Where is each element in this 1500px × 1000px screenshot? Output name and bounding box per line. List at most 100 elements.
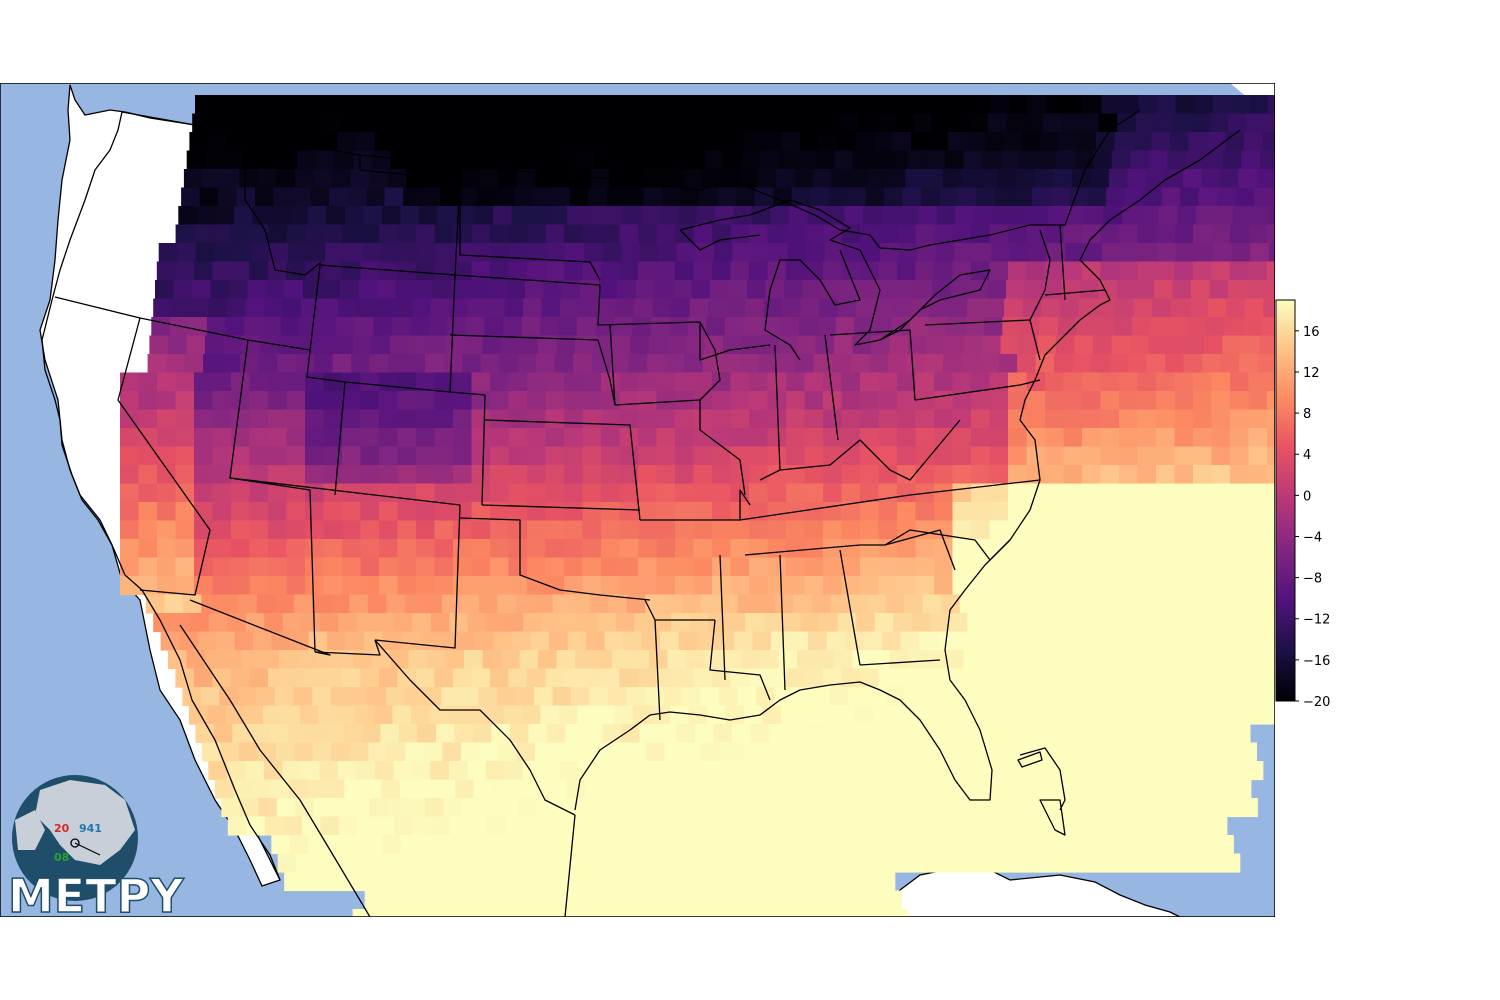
colorbar-gradient <box>1276 300 1295 701</box>
grid-cell <box>138 520 158 540</box>
grid-cell <box>690 816 710 836</box>
grid-cell <box>612 335 632 355</box>
grid-cell <box>263 132 283 152</box>
grid-cell <box>545 391 565 411</box>
grid-cell <box>691 872 711 892</box>
grid-cell <box>638 372 658 392</box>
grid-cell <box>765 113 785 133</box>
grid-cell <box>305 372 325 392</box>
grid-cell <box>1187 317 1207 337</box>
grid-cell <box>500 335 520 355</box>
grid-cell <box>553 169 573 189</box>
grid-cell <box>600 261 620 281</box>
grid-cell <box>238 742 258 762</box>
grid-cell <box>786 391 806 411</box>
grid-cell <box>519 335 539 355</box>
grid-cell <box>1126 742 1146 762</box>
grid-cell <box>508 224 528 244</box>
grid-cell <box>249 446 269 466</box>
grid-cell <box>411 132 431 152</box>
grid-cell <box>963 650 983 670</box>
grid-cell <box>608 742 628 762</box>
grid-cell <box>149 335 169 355</box>
grid-cell <box>1154 113 1174 133</box>
grid-cell <box>157 576 177 596</box>
grid-cell <box>582 520 602 540</box>
grid-cell <box>636 280 656 300</box>
colorbar-tick-label: −4 <box>1303 530 1322 545</box>
grid-cell <box>545 557 565 577</box>
grid-cell <box>884 187 904 207</box>
grid-cell <box>707 132 727 152</box>
grid-cell <box>1008 539 1028 559</box>
grid-cell <box>989 576 1009 596</box>
grid-cell <box>878 557 898 577</box>
map-panel <box>0 83 1275 917</box>
grid-cell <box>316 150 336 170</box>
grid-cell <box>874 132 894 152</box>
grid-cell <box>546 95 566 115</box>
grid-cell <box>1248 391 1268 411</box>
grid-cell <box>444 853 464 873</box>
grid-cell <box>651 705 671 725</box>
grid-cell <box>695 243 715 263</box>
grid-cell <box>1100 668 1120 688</box>
grid-cell <box>233 206 253 226</box>
grid-cell <box>638 428 658 448</box>
grid-cell <box>556 650 576 670</box>
grid-cell <box>543 280 563 300</box>
grid-cell <box>508 502 528 522</box>
grid-cell <box>952 446 972 466</box>
grid-cell <box>1238 798 1258 818</box>
grid-cell <box>1067 631 1087 651</box>
grid-cell <box>472 724 492 744</box>
grid-cell <box>268 557 288 577</box>
grid-cell <box>659 835 679 855</box>
grid-cell <box>1189 816 1209 836</box>
grid-cell <box>1082 446 1102 466</box>
grid-cell <box>1093 650 1113 670</box>
grid-cell <box>971 372 991 392</box>
grid-cell <box>1072 798 1092 818</box>
grid-cell <box>463 909 483 917</box>
grid-cell <box>1091 354 1111 374</box>
grid-cell <box>1118 668 1138 688</box>
grid-cell <box>1239 354 1259 374</box>
grid-cell <box>231 576 251 596</box>
grid-cell <box>1176 243 1196 263</box>
grid-cell <box>830 687 850 707</box>
grid-cell <box>1172 113 1192 133</box>
grid-cell <box>1248 483 1268 503</box>
grid-cell <box>619 428 639 448</box>
grid-cell <box>952 428 972 448</box>
grid-cell <box>1104 631 1124 651</box>
grid-cell <box>264 816 284 836</box>
grid-cell <box>1026 409 1046 429</box>
grid-cell <box>273 187 293 207</box>
grid-cell <box>297 650 317 670</box>
grid-cell <box>565 243 585 263</box>
grid-cell <box>656 668 676 688</box>
grid-cell <box>1215 631 1235 651</box>
grid-cell <box>712 391 732 411</box>
grid-cell <box>821 280 841 300</box>
grid-cell <box>1138 724 1158 744</box>
grid-cell <box>834 335 854 355</box>
grid-cell <box>667 335 687 355</box>
grid-cell <box>436 779 456 799</box>
grid-cell <box>1026 446 1046 466</box>
grid-cell <box>1063 557 1083 577</box>
grid-cell <box>286 372 306 392</box>
grid-cell <box>564 372 584 392</box>
grid-cell <box>1087 187 1107 207</box>
grid-cell <box>868 169 888 189</box>
grid-cell <box>1041 613 1061 633</box>
grid-cell <box>397 539 417 559</box>
grid-cell <box>1235 187 1255 207</box>
grid-cell <box>379 483 399 503</box>
grid-cell <box>323 409 343 429</box>
grid-cell <box>315 335 335 355</box>
grid-cell <box>413 872 433 892</box>
grid-cell <box>391 317 411 337</box>
grid-cell <box>397 502 417 522</box>
